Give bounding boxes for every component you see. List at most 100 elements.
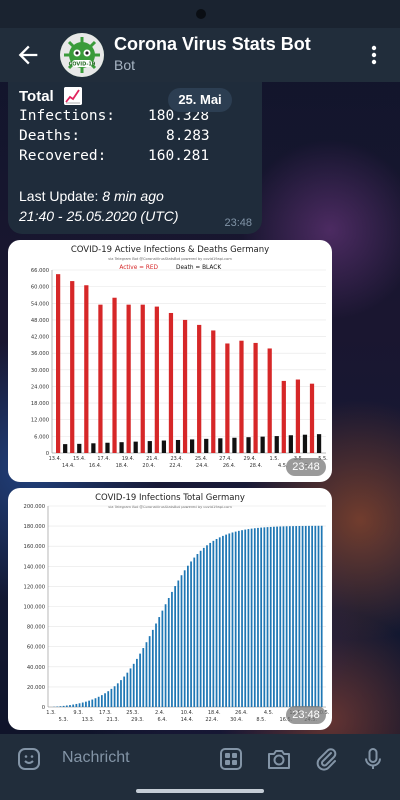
bar-active	[211, 330, 216, 453]
camera-cutout	[196, 9, 206, 19]
bar-death	[316, 434, 322, 453]
bar-infections	[177, 580, 180, 707]
bar-active	[168, 312, 174, 453]
bar-active	[140, 304, 145, 453]
bar-active	[84, 285, 89, 453]
x-tick-label: 16.4.	[89, 463, 102, 469]
bar-infections	[69, 705, 71, 707]
x-tick-label: 9.3.	[73, 710, 83, 716]
image-time: 23:48	[286, 706, 326, 724]
sticker-icon[interactable]	[16, 746, 42, 772]
more-options-icon[interactable]	[364, 41, 384, 69]
bar-infections	[301, 525, 304, 707]
bar-infections	[123, 676, 126, 707]
y-tick-label: 12.000	[31, 418, 49, 424]
bar-infections	[136, 658, 138, 707]
x-tick-label: 10.4.	[181, 710, 194, 716]
bar-infections	[94, 698, 97, 707]
bar-infections	[273, 526, 275, 707]
bar-death	[218, 438, 223, 453]
chart-subtitle: via Telegram Bot @CoronaVirusStatsBot po…	[108, 505, 232, 509]
x-tick-label: 29.4.	[244, 456, 257, 462]
bar-death	[204, 438, 209, 453]
x-tick-label: 21.4.	[146, 456, 159, 462]
bar-infections	[212, 540, 215, 707]
x-tick-label: 23.4.	[170, 456, 183, 462]
y-tick-label: 66.000	[31, 268, 49, 274]
attach-icon[interactable]	[314, 746, 340, 772]
y-tick-label: 180.000	[24, 524, 45, 530]
y-tick-label: 160.000	[24, 544, 45, 550]
bar-infections	[65, 705, 68, 707]
x-tick-label: 21.3.	[106, 717, 119, 723]
y-tick-label: 20.000	[27, 685, 45, 691]
bar-active	[112, 297, 117, 453]
message-time: 23:48	[224, 217, 252, 229]
x-tick-label: 16.5.	[280, 717, 293, 723]
stat-row-infections: Infections: 180.328	[19, 108, 210, 124]
bar-infections	[247, 529, 250, 707]
bar-infections	[174, 586, 177, 707]
legend-active: Active = RED	[119, 265, 158, 271]
chart-image-total-infections[interactable]: COVID-19 Infections Total Germany via Tel…	[8, 488, 332, 730]
microphone-icon[interactable]	[360, 746, 386, 772]
x-tick-label: 20.4.	[142, 463, 155, 469]
bar-infections	[298, 525, 301, 707]
bar-infections	[107, 691, 110, 707]
bar-death	[260, 436, 265, 453]
x-tick-label: 8.5.	[256, 717, 266, 723]
bar-infections	[110, 688, 113, 707]
bar-active	[197, 324, 202, 453]
bar-infections	[148, 636, 151, 707]
home-handle[interactable]	[136, 789, 264, 793]
y-tick-label: 54.000	[31, 301, 49, 307]
bar-infections	[91, 699, 94, 707]
x-tick-label: 30.4.	[230, 717, 243, 723]
x-tick-label: 5.3.	[59, 717, 69, 723]
x-tick-label: 15.4.	[73, 456, 86, 462]
bar-active	[253, 342, 258, 453]
y-tick-label: 42.000	[31, 335, 49, 341]
bot-avatar[interactable]: COVID-19	[60, 33, 104, 77]
bar-death	[63, 444, 68, 453]
camera-icon[interactable]	[266, 746, 292, 772]
back-arrow-icon[interactable]	[14, 41, 42, 69]
bar-infections	[234, 531, 237, 707]
x-tick-label: 24.4.	[196, 463, 209, 469]
message-input-bar: Nachricht	[0, 734, 400, 784]
bar-death	[246, 437, 251, 453]
bot-commands-icon[interactable]	[218, 746, 244, 772]
bar-infections	[97, 696, 100, 707]
bar-active	[309, 383, 315, 453]
x-tick-label: 28.4.	[250, 463, 263, 469]
bar-infections	[276, 526, 278, 707]
bar-infections	[161, 610, 164, 707]
bar-infections	[231, 532, 234, 707]
x-tick-label: 26.4.	[235, 710, 248, 716]
stats-heading: Total	[19, 88, 54, 105]
bar-infections	[171, 591, 173, 707]
x-tick-label: 19.4.	[122, 456, 135, 462]
bar-infections	[304, 525, 307, 707]
y-tick-label: 18.000	[31, 401, 49, 407]
chart-image-active-deaths[interactable]: COVID-19 Active Infections & Deaths Germ…	[8, 240, 332, 482]
chat-title[interactable]: Corona Virus Stats Bot	[114, 34, 311, 54]
date-separator: 25. Mai	[168, 88, 232, 112]
x-tick-label: 13.3.	[82, 717, 95, 723]
bar-infections	[308, 525, 310, 707]
bar-active	[182, 319, 188, 453]
y-tick-label: 48.000	[31, 318, 49, 324]
update-timestamp: 21:40 - 25.05.2020 (UTC)	[19, 208, 179, 224]
x-tick-label: 29.3.	[131, 717, 144, 723]
y-tick-label: 100.000	[24, 605, 45, 611]
status-bar	[0, 0, 400, 28]
bar-infections	[78, 703, 81, 707]
bar-infections	[190, 561, 192, 707]
x-tick-label: 17.4.	[97, 456, 110, 462]
bar-infections	[75, 703, 78, 707]
bar-death	[133, 441, 138, 453]
bar-infections	[263, 527, 266, 707]
y-tick-label: 36.000	[31, 351, 49, 357]
y-tick-label: 60.000	[31, 285, 49, 291]
message-input[interactable]: Nachricht	[62, 749, 130, 766]
